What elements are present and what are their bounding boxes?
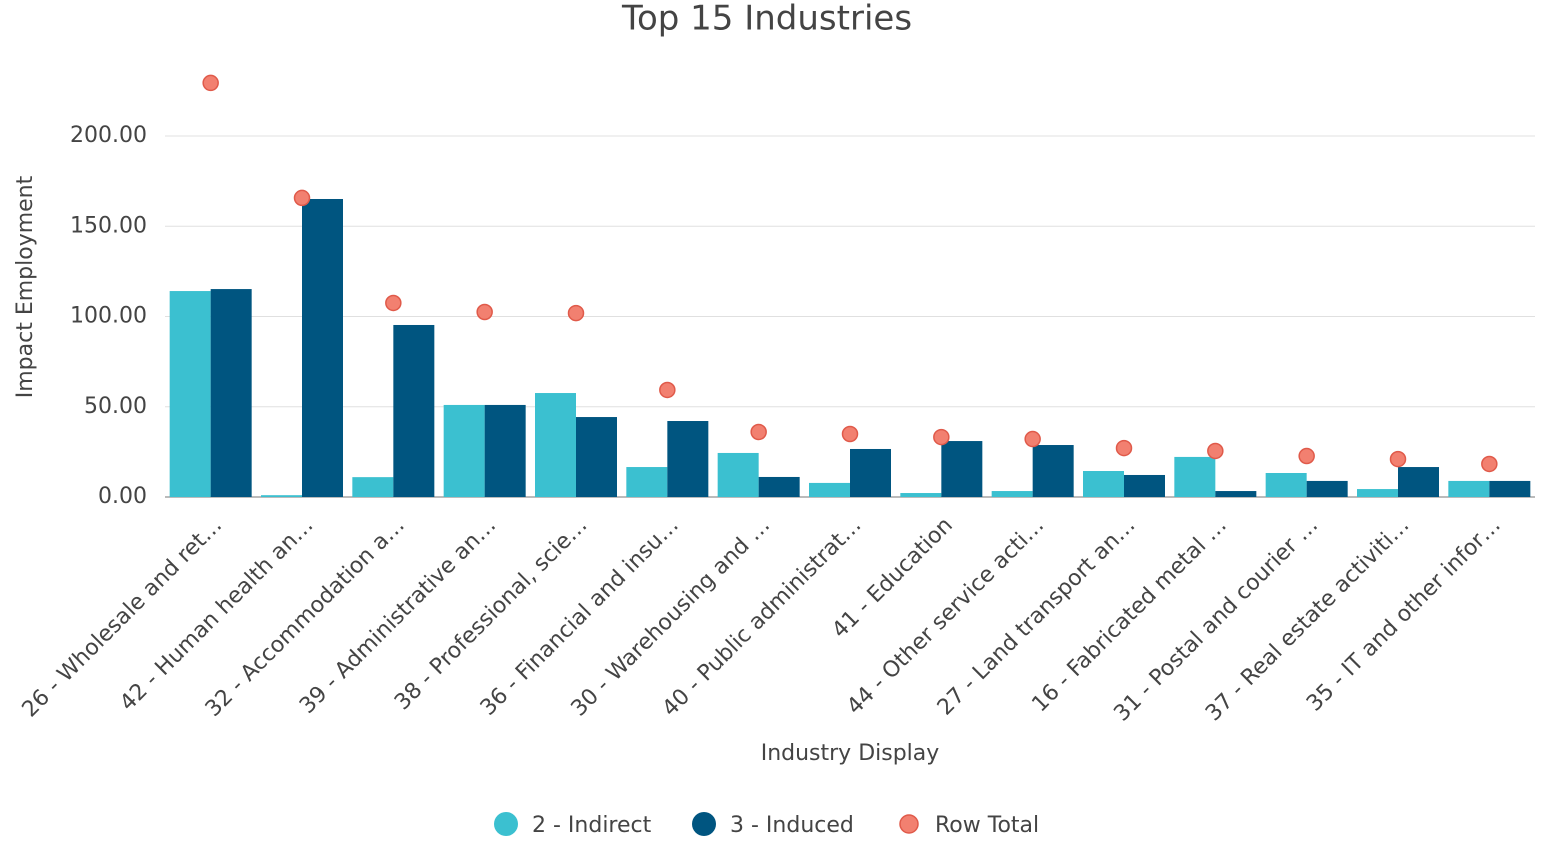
y-tick-label: 50.00 bbox=[84, 394, 147, 419]
x-tick-label: 42 - Human health an… bbox=[115, 513, 318, 716]
dot bbox=[659, 381, 676, 399]
bar bbox=[1083, 471, 1124, 497]
bar bbox=[1398, 467, 1439, 497]
dot bbox=[1481, 455, 1498, 473]
dot bbox=[476, 303, 493, 321]
bar bbox=[261, 495, 302, 497]
y-tick-label: 100.00 bbox=[70, 304, 147, 329]
legend-marker bbox=[494, 812, 518, 836]
legend-label: 3 - Induced bbox=[730, 813, 854, 838]
legend-marker bbox=[692, 812, 716, 836]
bar bbox=[758, 476, 800, 497]
bar bbox=[991, 491, 1033, 497]
dot bbox=[567, 304, 585, 322]
bar bbox=[1306, 480, 1348, 497]
chart-title: Top 15 Industries bbox=[621, 0, 912, 39]
bar bbox=[717, 452, 759, 497]
bar bbox=[443, 404, 485, 497]
y-axis-label: Impact Employment bbox=[13, 175, 38, 398]
legend-label: 2 - Indirect bbox=[532, 813, 652, 838]
bar bbox=[1489, 480, 1531, 497]
y-tick-label: 0.00 bbox=[98, 484, 147, 509]
bar bbox=[626, 467, 668, 497]
bar bbox=[1174, 456, 1216, 497]
bar bbox=[667, 421, 709, 497]
x-axis-label: Industry Display bbox=[761, 741, 940, 766]
y-tick-label: 150.00 bbox=[70, 213, 147, 238]
y-tick-label: 200.00 bbox=[70, 123, 147, 148]
dot bbox=[1298, 447, 1315, 465]
dot bbox=[841, 425, 859, 443]
dot bbox=[293, 189, 311, 207]
x-tick-label: 38 - Professional, scie… bbox=[390, 513, 592, 715]
x-tick-label: 16 - Fabricated metal … bbox=[1027, 513, 1231, 717]
bar bbox=[900, 493, 942, 497]
bar bbox=[393, 324, 435, 497]
bar bbox=[941, 441, 983, 497]
bar bbox=[210, 289, 252, 497]
bar bbox=[1265, 472, 1307, 497]
legend-label: Row Total bbox=[935, 813, 1039, 838]
bar bbox=[850, 448, 891, 497]
bar bbox=[1032, 445, 1074, 497]
dot bbox=[1115, 439, 1133, 457]
dot bbox=[1207, 442, 1224, 460]
dot bbox=[1389, 450, 1407, 468]
bar bbox=[1448, 480, 1490, 497]
x-tick-label: 35 - IT and other infor… bbox=[1302, 513, 1506, 717]
dot bbox=[933, 428, 950, 446]
bar bbox=[1357, 489, 1398, 497]
x-tick-label: 39 - Administrative an… bbox=[295, 513, 501, 719]
legend-marker bbox=[899, 814, 919, 834]
dot bbox=[750, 423, 767, 441]
bar bbox=[352, 477, 394, 497]
bar bbox=[302, 198, 343, 497]
bar bbox=[535, 393, 576, 497]
dot bbox=[385, 294, 402, 312]
bar bbox=[809, 482, 850, 497]
bar bbox=[576, 417, 617, 497]
bar bbox=[484, 404, 526, 497]
dot bbox=[202, 74, 219, 92]
bar bbox=[169, 291, 211, 497]
bar bbox=[1215, 491, 1257, 497]
dot bbox=[1024, 430, 1041, 448]
bar bbox=[1124, 474, 1165, 497]
